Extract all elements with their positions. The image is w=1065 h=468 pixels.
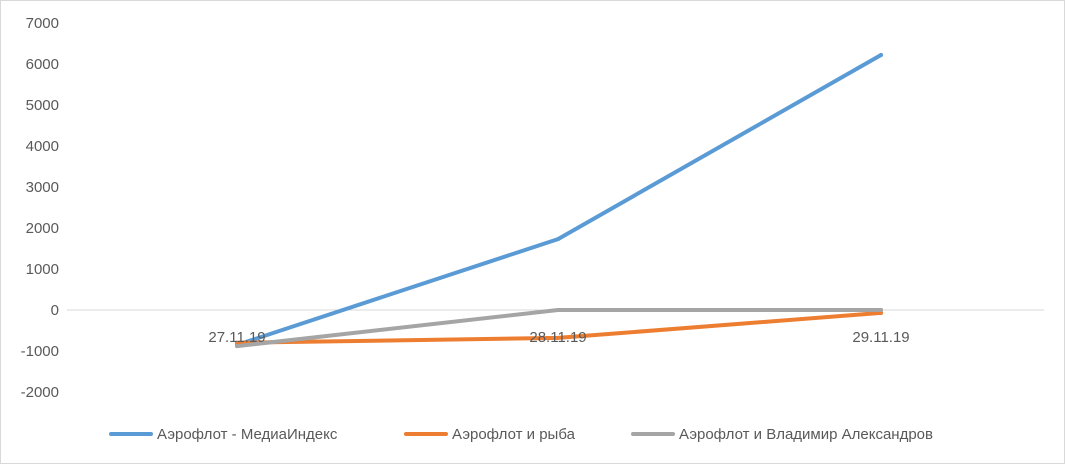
data-point: [556, 308, 560, 312]
y-axis: 7000 6000 5000 4000 3000 2000 1000 0 -1000 -2000: [21, 15, 59, 401]
y-tick-label: 6000: [26, 56, 59, 73]
legend-label: Аэрофлот и Владимир Александров: [679, 426, 933, 443]
x-tick-label: 29.11.19: [852, 329, 909, 346]
y-tick-label: 4000: [26, 138, 59, 155]
x-tick-label: 28.11.19: [529, 329, 586, 346]
series-line: [235, 53, 883, 347]
y-tick-label: 3000: [26, 179, 59, 196]
data-point: [235, 344, 239, 349]
series-lines: [235, 53, 883, 349]
legend-label: Аэрофлот - МедиаИндекс: [157, 426, 338, 443]
data-point: [879, 308, 883, 312]
x-tick-label: 27.11.19: [208, 329, 265, 346]
data-point: [235, 340, 239, 345]
y-tick-label: -2000: [21, 384, 59, 401]
data-point: [556, 237, 560, 242]
legend-label: Аэрофлот и рыба: [452, 426, 576, 443]
x-axis: 27.11.19 28.11.19 29.11.19: [208, 329, 909, 346]
y-tick-label: 0: [51, 302, 59, 319]
data-point: [556, 335, 560, 340]
y-tick-label: 5000: [26, 97, 59, 114]
y-tick-label: 2000: [26, 220, 59, 237]
y-tick-label: 1000: [26, 261, 59, 278]
y-tick-label: -1000: [21, 343, 59, 360]
legend: Аэрофлот - МедиаИндекс Аэрофлот и рыба Аэр…: [109, 426, 933, 443]
y-tick-label: 7000: [26, 15, 59, 32]
data-point: [879, 53, 883, 57]
